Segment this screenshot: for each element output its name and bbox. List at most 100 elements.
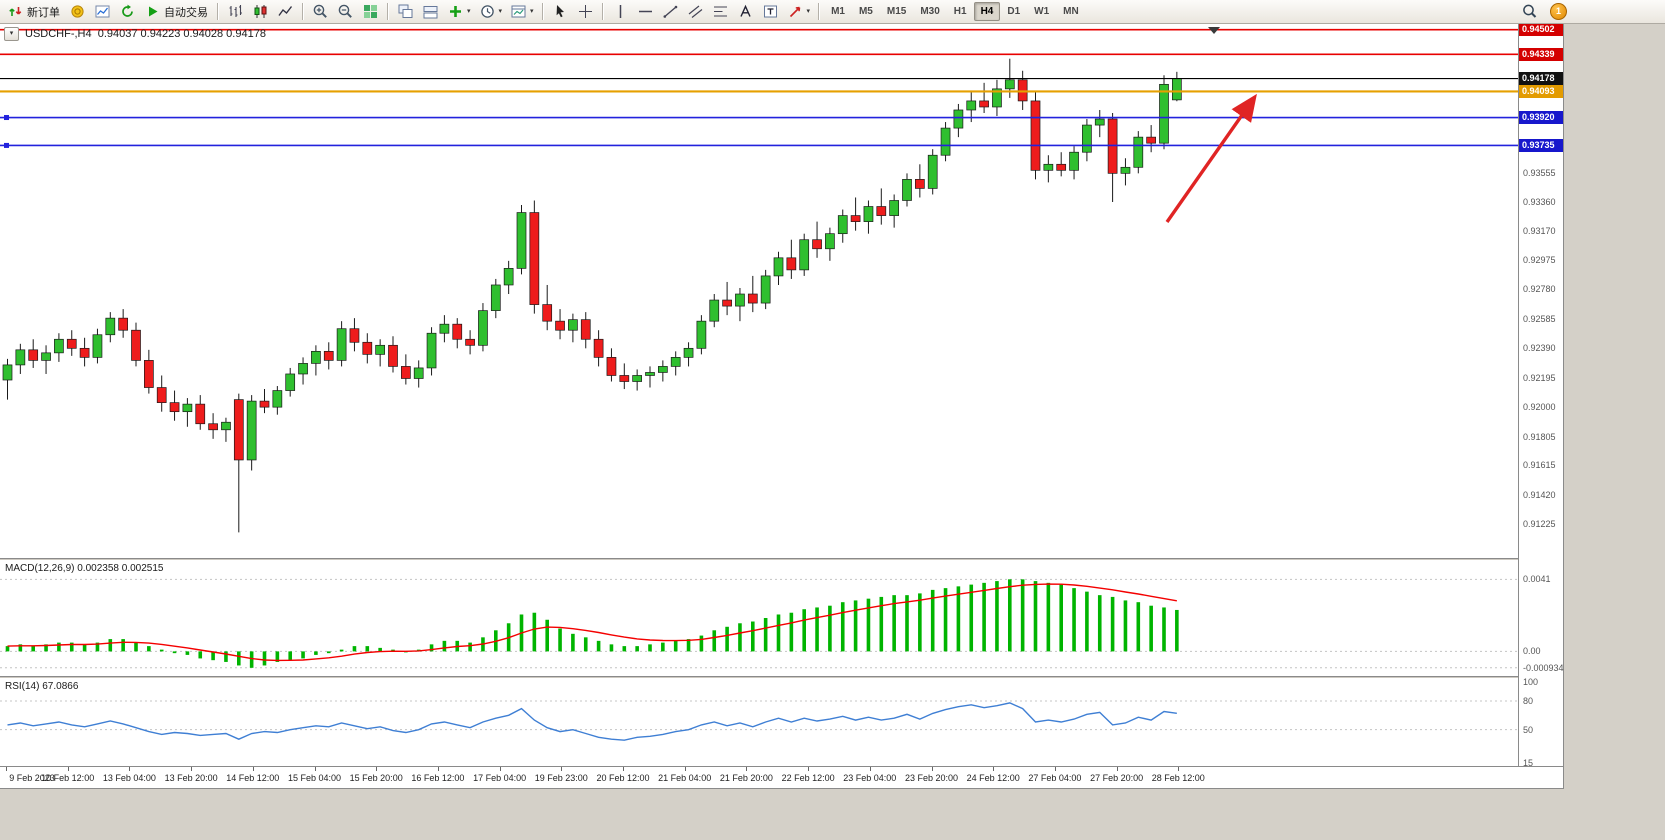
templates-dropdown-caret[interactable]: ▾ bbox=[530, 8, 534, 15]
timeframe-button-W1[interactable]: W1 bbox=[1027, 2, 1056, 21]
time-axis-tick bbox=[437, 767, 439, 771]
time-axis-label: 16 Feb 12:00 bbox=[411, 773, 465, 783]
toolbar-separator bbox=[302, 3, 304, 20]
time-axis-label: 9 Feb 2023 bbox=[9, 773, 55, 783]
time-axis-tick bbox=[129, 767, 131, 771]
toolbar-separator bbox=[217, 3, 219, 20]
timeframe-button-MN[interactable]: MN bbox=[1056, 2, 1086, 21]
trendline-icon bbox=[662, 3, 679, 20]
horizontal-line-button[interactable] bbox=[633, 1, 658, 22]
main-toolbar: 新订单 自动交易 ▾ ▾ ▾ ▾ M1 M5 M15 M30 H1 H4 D1 W1 MN 1 bbox=[0, 0, 1665, 24]
charts-window-button[interactable] bbox=[90, 1, 115, 22]
macd-panel-canvas[interactable] bbox=[0, 560, 1518, 676]
price-axis-label: 0.91225 bbox=[1523, 519, 1556, 530]
auto-trading-label: 自动交易 bbox=[164, 6, 208, 19]
quotes-icon bbox=[69, 3, 86, 20]
equidistant-channel-icon bbox=[687, 3, 704, 20]
time-axis-label: 15 Feb 04:00 bbox=[287, 773, 342, 783]
chart-window[interactable]: ▾ USDCHF-,H4 0.94037 0.94223 0.94028 0.9… bbox=[0, 23, 1564, 789]
time-axis-tick bbox=[6, 767, 7, 771]
cascade-windows-button[interactable] bbox=[418, 1, 443, 22]
tile-windows-button[interactable] bbox=[358, 1, 383, 22]
fibonacci-icon bbox=[712, 3, 729, 20]
arrange-windows-button[interactable] bbox=[393, 1, 418, 22]
candlestick-chart-button[interactable] bbox=[248, 1, 273, 22]
arrows-button[interactable]: ▾ bbox=[783, 1, 815, 22]
timeframe-button-M5[interactable]: M5 bbox=[852, 2, 880, 21]
quotes-button[interactable] bbox=[65, 1, 90, 22]
timeframe-button-M30[interactable]: M30 bbox=[913, 2, 946, 21]
time-axis-label: 28 Feb 12:00 bbox=[1151, 773, 1205, 783]
price-badge-0.93735: 0.93735 bbox=[1519, 138, 1563, 152]
arrows-dropdown-caret[interactable]: ▾ bbox=[806, 8, 811, 15]
price-axis[interactable]: 0.93555 0.93360 0.93170 0.92975 0.92780 0.925… bbox=[1518, 23, 1564, 768]
tile-windows-icon bbox=[362, 3, 379, 20]
rsi-panel-canvas[interactable] bbox=[0, 678, 1518, 766]
text-label-button[interactable] bbox=[733, 1, 758, 22]
timeframe-button-H1[interactable]: H1 bbox=[947, 2, 974, 21]
text-box-button[interactable] bbox=[758, 1, 783, 22]
bar-chart-icon bbox=[227, 3, 244, 20]
panel-separator-rsi[interactable] bbox=[0, 676, 1563, 678]
price-axis-label: 0.92585 bbox=[1523, 313, 1556, 324]
zoom-in-button[interactable] bbox=[308, 1, 333, 22]
line-chart-icon bbox=[277, 3, 294, 20]
add-indicator-button[interactable]: ▾ bbox=[443, 1, 475, 22]
time-axis-tick bbox=[1178, 767, 1180, 771]
candlestick-chart-icon bbox=[252, 3, 269, 20]
search-button[interactable] bbox=[1517, 1, 1542, 22]
periods-button[interactable]: ▾ bbox=[475, 1, 507, 22]
fibonacci-button[interactable] bbox=[708, 1, 733, 22]
time-axis-label: 13 Feb 20:00 bbox=[164, 773, 218, 783]
panel-separator-macd[interactable] bbox=[0, 558, 1563, 560]
add-indicator-dropdown-caret[interactable]: ▾ bbox=[467, 8, 471, 15]
templates-icon bbox=[510, 3, 527, 20]
price-axis-label: 0.92780 bbox=[1523, 284, 1556, 295]
price-badge-0.94178: 0.94178 bbox=[1519, 72, 1563, 86]
trendline-button[interactable] bbox=[658, 1, 683, 22]
rsi-label: RSI(14) 67.0866 bbox=[5, 681, 79, 692]
toolbar-button-groups: 新订单 自动交易 ▾ ▾ ▾ ▾ M1 M5 M15 M30 H1 H4 D1 W1 MN bbox=[0, 0, 1086, 24]
toolbar-right-group: 1 bbox=[1517, 1, 1665, 22]
zoom-out-button[interactable] bbox=[333, 1, 358, 22]
timeframe-button-M15[interactable]: M15 bbox=[880, 2, 913, 21]
time-axis-tick bbox=[252, 767, 254, 771]
timeframe-button-H4[interactable]: H4 bbox=[973, 2, 1001, 21]
time-axis-tick bbox=[67, 767, 69, 771]
notification-badge[interactable]: 1 bbox=[1550, 3, 1567, 20]
macd-scale-label: -0.000934 bbox=[1523, 662, 1564, 673]
bar-chart-button[interactable] bbox=[223, 1, 248, 22]
refresh-button[interactable] bbox=[115, 1, 140, 22]
time-axis[interactable]: 9 Feb 2023 10 Feb 12:00 13 Feb 04:00 13 Feb… bbox=[0, 766, 1563, 788]
price-axis-label: 0.92195 bbox=[1523, 372, 1556, 383]
periods-icon bbox=[479, 3, 496, 20]
crosshair-button[interactable] bbox=[573, 1, 598, 22]
arrange-windows-icon bbox=[397, 3, 414, 20]
vertical-line-button[interactable] bbox=[608, 1, 633, 22]
time-axis-tick bbox=[561, 767, 563, 771]
time-axis-label: 15 Feb 20:00 bbox=[349, 773, 403, 783]
macd-label: MACD(12,26,9) 0.002358 0.002515 bbox=[5, 563, 164, 574]
periods-dropdown-caret[interactable]: ▾ bbox=[498, 8, 503, 15]
add-indicator-icon bbox=[447, 3, 464, 20]
time-axis-tick bbox=[623, 767, 624, 771]
time-axis-label: 10 Feb 12:00 bbox=[41, 773, 95, 783]
one-click-trading-toggle[interactable]: ▾ bbox=[4, 27, 19, 41]
macd-scale-label: 0.0041 bbox=[1523, 574, 1551, 585]
line-chart-button[interactable] bbox=[273, 1, 298, 22]
horizontal-line-icon bbox=[637, 3, 654, 20]
zoom-out-icon bbox=[337, 3, 354, 20]
cursor-icon bbox=[552, 3, 569, 20]
equidistant-channel-button[interactable] bbox=[683, 1, 708, 22]
new-order-button[interactable]: 新订单 bbox=[3, 1, 65, 22]
time-axis-label: 23 Feb 20:00 bbox=[904, 773, 959, 783]
timeframe-button-M1[interactable]: M1 bbox=[824, 2, 852, 21]
cursor-button[interactable] bbox=[548, 1, 573, 22]
timeframe-button-D1[interactable]: D1 bbox=[1000, 2, 1027, 21]
auto-trading-button[interactable]: 自动交易 bbox=[140, 1, 213, 22]
price-badge-0.94502: 0.94502 bbox=[1519, 23, 1563, 37]
candlestick-chart-canvas[interactable] bbox=[0, 24, 1518, 558]
auto-trading-icon bbox=[144, 3, 161, 20]
templates-button[interactable]: ▾ bbox=[506, 1, 538, 22]
toolbar-separator bbox=[541, 3, 544, 20]
